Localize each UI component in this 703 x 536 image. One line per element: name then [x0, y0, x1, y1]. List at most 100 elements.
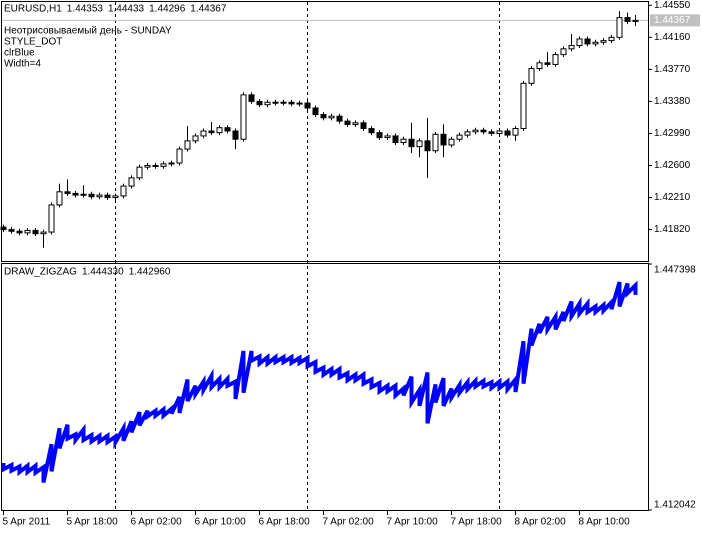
candle-body — [584, 38, 591, 45]
candle-body — [24, 229, 31, 234]
annotation: clrBlue — [4, 48, 35, 59]
y-tick-label: 1.42600 — [654, 160, 691, 171]
candle-body — [288, 101, 295, 105]
candle-body — [576, 38, 583, 47]
candle-body — [520, 82, 527, 130]
candle-body — [120, 185, 127, 197]
y-tick-label: 1.44550 — [654, 0, 691, 11]
candle-body — [488, 131, 495, 134]
candle-body — [224, 127, 231, 132]
candle-body — [0, 226, 7, 231]
candle-body — [216, 127, 223, 134]
candle-body — [456, 134, 463, 140]
candle-body — [528, 68, 535, 84]
candle-body — [504, 130, 511, 136]
candle-body — [40, 231, 47, 235]
candle-body — [264, 101, 271, 106]
candle-body — [552, 54, 559, 65]
candle-body — [256, 100, 263, 106]
candle-body — [48, 204, 55, 233]
candle-body — [64, 191, 71, 194]
header-text: 1.44296 — [149, 4, 186, 15]
candle-body — [248, 94, 255, 102]
candle-body — [608, 36, 615, 42]
y-tick-label: 1.412042 — [654, 500, 696, 511]
candle-body — [200, 130, 207, 137]
candle-body — [536, 62, 543, 70]
candle-body — [192, 135, 199, 142]
candle-body — [320, 114, 327, 119]
candle-body — [232, 130, 239, 140]
annotation: Width=4 — [4, 59, 41, 70]
x-tick-label: 7 Apr 10:00 — [387, 517, 439, 528]
candle-body — [336, 115, 343, 122]
header-text: 1.44367 — [190, 4, 227, 15]
candle-body — [240, 94, 247, 140]
annotation: STYLE_DOT — [4, 37, 62, 48]
candle-body — [600, 40, 607, 43]
candle-body — [304, 102, 311, 109]
candle-body — [392, 135, 399, 144]
candle-body — [360, 122, 367, 130]
candle-body — [632, 19, 639, 22]
candle-body — [208, 130, 215, 134]
candle-body — [312, 107, 319, 116]
candle-body — [184, 140, 191, 150]
indicator-panel — [1, 263, 649, 511]
indicator-value: 1.444330 — [82, 267, 124, 278]
indicator-title: DRAW_ZIGZAG — [4, 267, 77, 278]
candle-body — [592, 41, 599, 45]
candle-body — [280, 101, 287, 104]
candle-body — [160, 163, 167, 167]
candle-body — [136, 166, 143, 179]
candle-body — [344, 120, 351, 125]
zigzag-line — [1, 280, 638, 483]
candle-body — [96, 194, 103, 198]
candle-body — [176, 148, 183, 164]
candle-body — [368, 128, 375, 134]
y-tick-label: 1.42210 — [654, 192, 691, 203]
x-tick-label: 5 Apr 2011 — [3, 517, 51, 528]
candle-body — [80, 193, 87, 196]
candle-body — [152, 165, 159, 168]
header-text: 1.44433 — [108, 4, 145, 15]
current-price-box — [650, 14, 700, 27]
candle-body — [416, 140, 423, 148]
candle-body — [384, 135, 391, 139]
candle-body — [440, 133, 447, 146]
x-tick-label: 8 Apr 10:00 — [579, 517, 631, 528]
candle-body — [16, 230, 23, 234]
candle-body — [112, 195, 119, 199]
x-tick-label: 6 Apr 10:00 — [195, 517, 247, 528]
y-tick-label: 1.43770 — [654, 64, 691, 75]
x-tick-label: 8 Apr 02:00 — [515, 517, 567, 528]
y-tick-label: 1.43380 — [654, 96, 691, 107]
candle-body — [352, 122, 359, 125]
header-text: 1.44353 — [67, 4, 104, 15]
candle-body — [448, 138, 455, 146]
candle-body — [328, 115, 335, 119]
candle-body — [88, 193, 95, 198]
candle-body — [560, 48, 567, 56]
candle-body — [480, 129, 487, 133]
x-tick-label: 7 Apr 18:00 — [451, 517, 503, 528]
y-tick-label: 1.44160 — [654, 32, 691, 43]
candle-body — [472, 129, 479, 133]
candle-body — [544, 62, 551, 65]
current-price-label: 1.44367 — [654, 15, 691, 26]
candle-body — [104, 194, 111, 199]
y-tick-label: 1.41820 — [654, 224, 691, 235]
candle-body — [568, 45, 575, 50]
indicator-value: 1.442960 — [129, 267, 171, 278]
candle-body — [408, 138, 415, 148]
day-separators — [115, 2, 500, 510]
y-tick-label: 1.42990 — [654, 128, 691, 139]
candle-body — [168, 162, 175, 165]
candle-body — [144, 165, 151, 168]
candle-body — [272, 101, 279, 104]
x-tick-label: 5 Apr 18:00 — [67, 517, 119, 528]
x-tick-label: 6 Apr 02:00 — [131, 517, 183, 528]
main-panel — [1, 1, 649, 262]
candle-body — [624, 17, 631, 22]
